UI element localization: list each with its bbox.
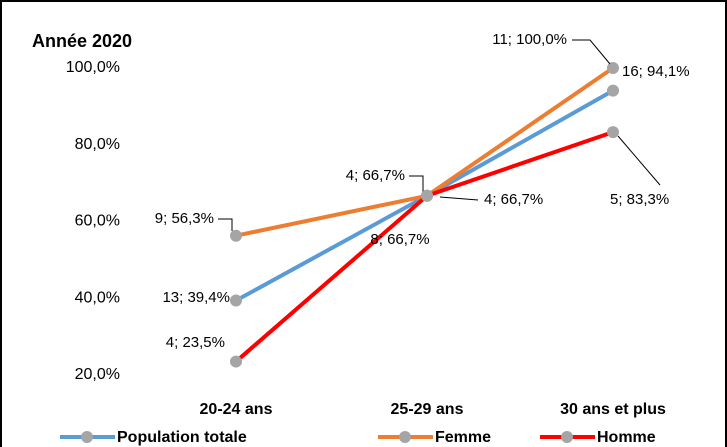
leader-line bbox=[218, 218, 233, 231]
data-label: 4; 66,7% bbox=[346, 167, 405, 184]
marker bbox=[230, 294, 242, 307]
y-tick-label: 100,0% bbox=[66, 59, 120, 76]
marker bbox=[230, 229, 242, 242]
data-label: 8; 66,7% bbox=[370, 231, 429, 248]
data-label: 13; 39,4% bbox=[162, 289, 230, 306]
legend-label: Population totale bbox=[117, 429, 247, 446]
x-tick-label: 20-24 ans bbox=[200, 401, 273, 418]
y-tick-label: 80,0% bbox=[75, 136, 120, 153]
legend-marker bbox=[81, 431, 93, 443]
legend-label: Homme bbox=[597, 429, 656, 446]
y-tick-label: 60,0% bbox=[75, 213, 120, 230]
data-label: 11; 100,0% bbox=[492, 31, 567, 48]
data-label: 16; 94,1% bbox=[622, 63, 690, 80]
leader-line bbox=[572, 39, 611, 65]
legend-marker bbox=[399, 431, 411, 443]
data-label: 5; 83,3% bbox=[610, 191, 669, 208]
y-tick-label: 40,0% bbox=[75, 289, 120, 306]
y-tick-label: 20,0% bbox=[75, 366, 120, 383]
marker bbox=[230, 355, 242, 368]
chart-title: Année 2020 bbox=[32, 31, 132, 51]
x-tick-label: 25-29 ans bbox=[391, 401, 464, 418]
legend-marker bbox=[561, 431, 573, 443]
leader-line bbox=[439, 196, 479, 201]
x-tick-label: 30 ans et plus bbox=[560, 401, 666, 418]
leader-line bbox=[409, 175, 424, 192]
marker bbox=[607, 126, 619, 139]
marker bbox=[607, 84, 619, 97]
data-label: 4; 66,7% bbox=[484, 191, 543, 208]
legend-label: Femme bbox=[435, 429, 491, 446]
marker bbox=[421, 189, 433, 202]
data-label: 9; 56,3% bbox=[155, 210, 214, 227]
marker bbox=[607, 62, 619, 74]
leader-line bbox=[617, 135, 661, 186]
data-label: 4; 23,5% bbox=[166, 334, 225, 351]
